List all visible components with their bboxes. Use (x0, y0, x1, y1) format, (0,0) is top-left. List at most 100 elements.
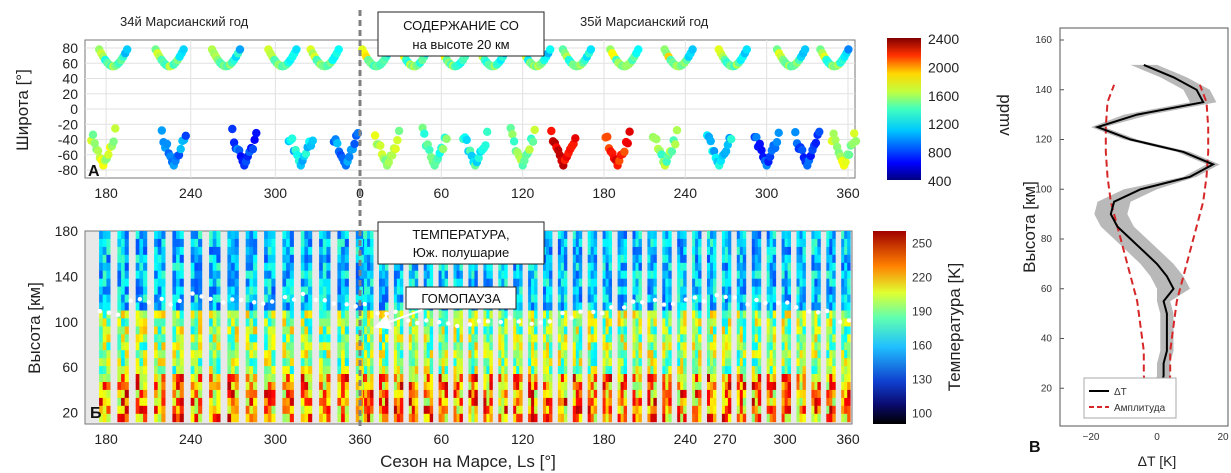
temperature-cell (650, 334, 654, 343)
temperature-cell (736, 366, 741, 375)
homopause-label-box (405, 286, 517, 310)
temperature-cell (727, 397, 732, 407)
homopause-point (732, 295, 737, 300)
temperature-cell (623, 286, 627, 295)
homopause-point (692, 295, 697, 300)
temperature-cell (135, 278, 140, 288)
temperature-cell (617, 270, 621, 280)
temperature-cell (468, 270, 472, 280)
temperature-cell (355, 254, 360, 264)
temperature-cell (319, 397, 324, 407)
temperature-cell (438, 413, 442, 423)
temperature-cell (605, 231, 609, 240)
temperature-cell (249, 405, 254, 415)
temperature-cell (194, 302, 199, 311)
temperature-cell (653, 389, 657, 399)
temperature-cell (154, 326, 159, 335)
temperature-cell (344, 262, 349, 272)
temperature-cell (665, 350, 669, 359)
temperature-cell (632, 350, 636, 359)
temperature-cell (698, 389, 702, 399)
temperature-cell (814, 374, 818, 383)
temperature-cell (379, 278, 383, 288)
temperature-cell (498, 262, 502, 272)
temperature-cell (444, 278, 448, 288)
temperature-cell (212, 238, 217, 248)
temperature-cell (650, 405, 654, 415)
temperature-cell (802, 302, 806, 311)
temperature-cell (683, 278, 687, 288)
temperature-cell (736, 294, 741, 303)
temperature-cell (399, 389, 404, 399)
temperature-cell (370, 270, 374, 280)
temp-x-ticks: 180 240 300 360 60 120 180 240 270 300 360 (94, 431, 859, 447)
temperature-cell (179, 382, 184, 391)
temperature-cell (677, 413, 681, 423)
temperature-cell (429, 358, 434, 367)
temperature-cell (379, 389, 383, 399)
temperature-cell (289, 358, 294, 367)
temperature-cell (811, 389, 815, 399)
temperature-cell (367, 358, 371, 367)
homopause-point (763, 300, 768, 306)
co-point (370, 131, 380, 140)
temperature-cell (710, 318, 714, 327)
temperature-cell (370, 318, 374, 327)
temperature-cell (124, 382, 129, 391)
temperature-cell (519, 278, 523, 288)
temperature-cell (572, 270, 577, 280)
temperature-cell (319, 310, 324, 319)
temperature-cell (429, 389, 434, 399)
temperature-cell (653, 318, 657, 327)
temperature-cell (245, 302, 250, 311)
temperature-cell (117, 294, 122, 303)
temperature-cell (408, 350, 413, 359)
header-year-34: 34й Марсианский год (120, 14, 249, 29)
temperature-cell (841, 413, 845, 423)
temperature-cell (227, 342, 232, 351)
temperature-cell (677, 278, 681, 288)
temperature-cell (322, 270, 327, 280)
temperature-cell (179, 302, 184, 311)
temperature-cell (121, 397, 126, 407)
temperature-cell (176, 382, 181, 391)
temperature-cell (683, 254, 687, 264)
temperature-cell (590, 374, 595, 383)
temperature-cell (355, 286, 360, 295)
temperature-cell (399, 262, 404, 272)
temperature-cell (102, 246, 107, 256)
temperature-cell (172, 397, 177, 407)
temperature-cell (832, 318, 836, 327)
temperature-cell (121, 374, 126, 383)
temperature-cell (829, 350, 833, 359)
temperature-cell (766, 238, 771, 248)
temperature-cell (308, 350, 313, 359)
temp-colorbar-label: Температура [K] (945, 263, 964, 391)
temperature-cell (227, 358, 232, 367)
temperature-cell (286, 238, 291, 248)
temperature-cell (772, 382, 777, 391)
temperature-cell (498, 342, 502, 351)
temperature-cell (234, 310, 239, 319)
temperature-cell (724, 270, 729, 280)
temperature-cell (264, 326, 269, 335)
temperature-cell (632, 254, 636, 264)
temperature-cell (653, 231, 657, 240)
temperature-cell (212, 366, 217, 375)
temperature-cell (456, 278, 460, 288)
temperature-cell (102, 382, 107, 391)
temperature-cell (668, 310, 672, 319)
temperature-cell (161, 262, 166, 272)
temperature-cell (742, 231, 747, 240)
temperature-cell (121, 405, 126, 415)
temperature-cell (683, 366, 687, 375)
temperature-cell (382, 286, 386, 295)
temperature-cell (355, 374, 360, 383)
temperature-cell (264, 397, 269, 407)
temperature-cell (829, 231, 833, 240)
temperature-cell (253, 382, 258, 391)
temperature-cell (513, 342, 517, 351)
co-y-tick-label: 80 (62, 40, 78, 56)
temperature-cell (382, 397, 386, 407)
